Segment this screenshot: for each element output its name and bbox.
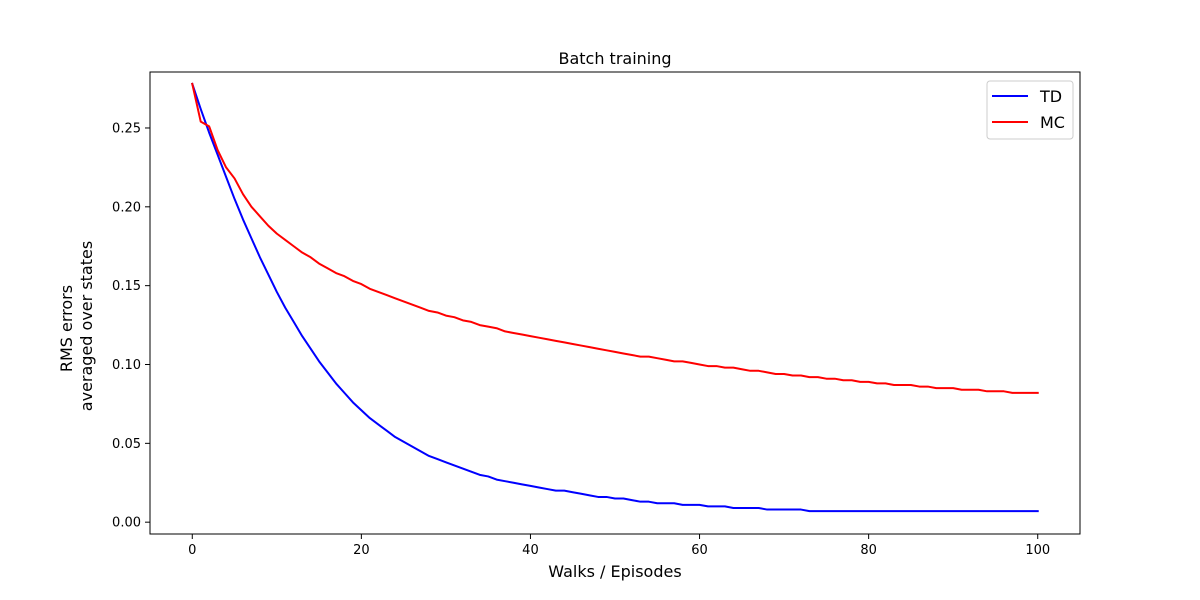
axes-layer: 0 20 40 60 80 100 0.00 0.05 0.10 0.15 0.20 0.25 [112,71,1081,558]
y-tick-label: 0.25 [112,121,141,136]
x-tick-label: 0 [188,543,196,558]
y-axis-label: RMS errors averaged over states [57,241,96,411]
y-tick-label: 0.15 [112,279,141,294]
y-tick-label: 0.05 [112,437,141,452]
y-axis-label-line-2: averaged over states [77,241,96,411]
legend: TD MC [986,80,1074,140]
x-tick-label: 20 [353,543,370,558]
series-line-mc [191,82,1039,394]
y-axis-label-line-1: RMS errors [57,285,76,372]
x-tick-label: 100 [1025,543,1050,558]
x-tick-label: 40 [522,543,539,558]
x-tick-label: 60 [691,543,708,558]
chart-title: Batch training [558,49,671,68]
x-axis-label: Walks / Episodes [548,562,681,581]
plot-frame [149,71,1081,535]
legend-label-mc: MC [1040,113,1065,132]
y-tick-label: 0.10 [112,358,141,373]
series-line-td [191,82,1039,513]
y-tick-label: 0.00 [112,516,141,531]
x-tick-label: 80 [860,543,877,558]
legend-label-td: TD [1039,87,1062,106]
y-tick-label: 0.20 [112,200,141,215]
series-layer [191,82,1039,513]
